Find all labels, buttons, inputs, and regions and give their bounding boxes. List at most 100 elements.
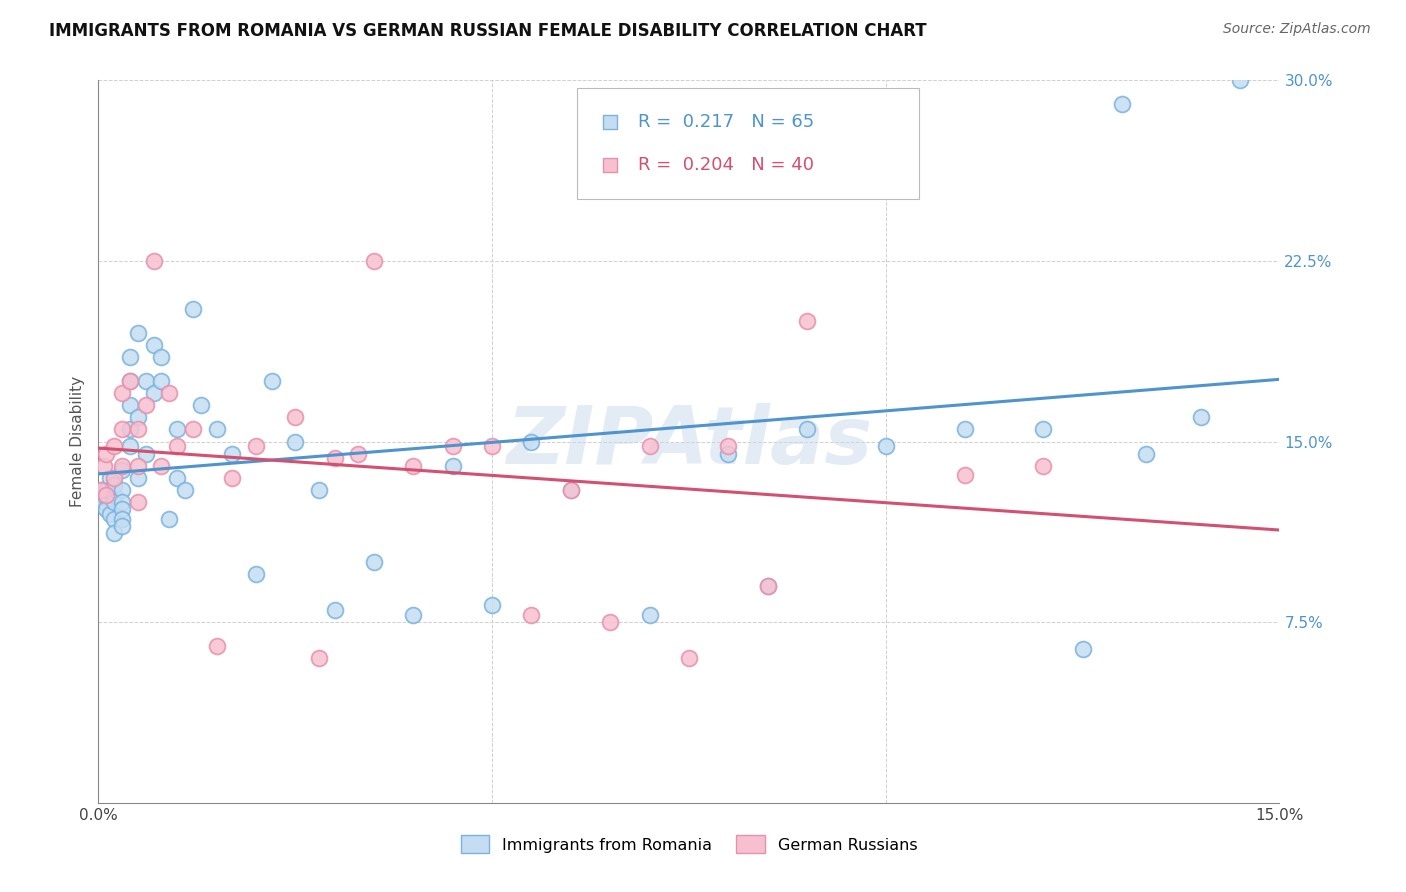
Point	[402, 458, 425, 473]
Point	[166, 470, 188, 484]
Point	[166, 422, 188, 436]
Point	[150, 350, 173, 364]
Point	[127, 470, 149, 484]
Point	[103, 494, 125, 508]
Point	[221, 470, 243, 484]
Point	[323, 603, 346, 617]
Point	[96, 502, 118, 516]
Point	[98, 470, 121, 484]
Point	[118, 439, 141, 453]
Point	[1032, 422, 1054, 436]
Point	[98, 507, 121, 521]
Point	[402, 607, 425, 622]
Text: IMMIGRANTS FROM ROMANIA VS GERMAN RUSSIAN FEMALE DISABILITY CORRELATION CHART: IMMIGRANTS FROM ROMANIA VS GERMAN RUSSIA…	[49, 22, 927, 40]
Point	[90, 487, 112, 501]
Point	[103, 526, 125, 541]
Point	[363, 555, 385, 569]
Point	[118, 422, 141, 436]
Legend: Immigrants from Romania, German Russians: Immigrants from Romania, German Russians	[454, 829, 924, 860]
Point	[96, 490, 118, 504]
Point	[260, 374, 283, 388]
Point	[717, 439, 740, 453]
Point	[157, 511, 180, 525]
Y-axis label: Female Disability: Female Disability	[69, 376, 84, 508]
Point	[111, 502, 134, 516]
Point	[717, 446, 740, 460]
Point	[835, 145, 858, 160]
FancyBboxPatch shape	[576, 87, 920, 200]
Text: R =  0.217   N = 65: R = 0.217 N = 65	[638, 113, 814, 131]
Point	[638, 439, 661, 453]
Point	[111, 463, 134, 477]
Point	[363, 253, 385, 268]
Point	[1135, 446, 1157, 460]
Point	[245, 567, 267, 582]
Point	[875, 439, 897, 453]
Point	[111, 422, 134, 436]
Point	[111, 518, 134, 533]
Point	[441, 439, 464, 453]
Point	[118, 374, 141, 388]
Point	[323, 451, 346, 466]
Point	[111, 458, 134, 473]
Point	[1189, 410, 1212, 425]
Point	[127, 410, 149, 425]
Point	[118, 374, 141, 388]
Point	[111, 511, 134, 525]
Point	[135, 398, 157, 412]
Point	[93, 494, 115, 508]
Point	[103, 478, 125, 492]
Point	[174, 483, 197, 497]
Point	[91, 483, 114, 497]
Point	[127, 326, 149, 340]
Point	[481, 439, 503, 453]
Point	[441, 458, 464, 473]
Point	[678, 651, 700, 665]
Point	[142, 338, 165, 352]
Point	[96, 483, 118, 497]
Point	[118, 398, 141, 412]
Point	[756, 579, 779, 593]
Point	[756, 579, 779, 593]
Point	[166, 439, 188, 453]
Point	[953, 468, 976, 483]
Point	[142, 386, 165, 401]
Point	[796, 422, 818, 436]
Point	[90, 483, 112, 497]
Text: R =  0.204   N = 40: R = 0.204 N = 40	[638, 156, 814, 174]
Point	[111, 483, 134, 497]
Point	[560, 483, 582, 497]
Point	[103, 487, 125, 501]
Point	[135, 446, 157, 460]
Point	[953, 422, 976, 436]
Point	[599, 615, 621, 630]
Point	[157, 386, 180, 401]
Point	[118, 350, 141, 364]
Point	[1071, 641, 1094, 656]
Point	[347, 446, 370, 460]
Point	[520, 434, 543, 449]
Point	[111, 494, 134, 508]
Point	[111, 386, 134, 401]
Point	[308, 483, 330, 497]
Text: ZIPAtlas: ZIPAtlas	[506, 402, 872, 481]
Point	[96, 487, 118, 501]
Point	[135, 374, 157, 388]
Point	[1032, 458, 1054, 473]
Point	[190, 398, 212, 412]
Point	[1111, 97, 1133, 112]
Point	[181, 301, 204, 317]
Point	[205, 422, 228, 436]
Point	[96, 446, 118, 460]
Point	[150, 458, 173, 473]
Point	[560, 483, 582, 497]
Point	[638, 607, 661, 622]
Point	[245, 439, 267, 453]
Point	[150, 374, 173, 388]
Point	[796, 314, 818, 328]
Point	[221, 446, 243, 460]
Point	[127, 494, 149, 508]
Point	[520, 607, 543, 622]
Point	[142, 253, 165, 268]
Point	[181, 422, 204, 436]
